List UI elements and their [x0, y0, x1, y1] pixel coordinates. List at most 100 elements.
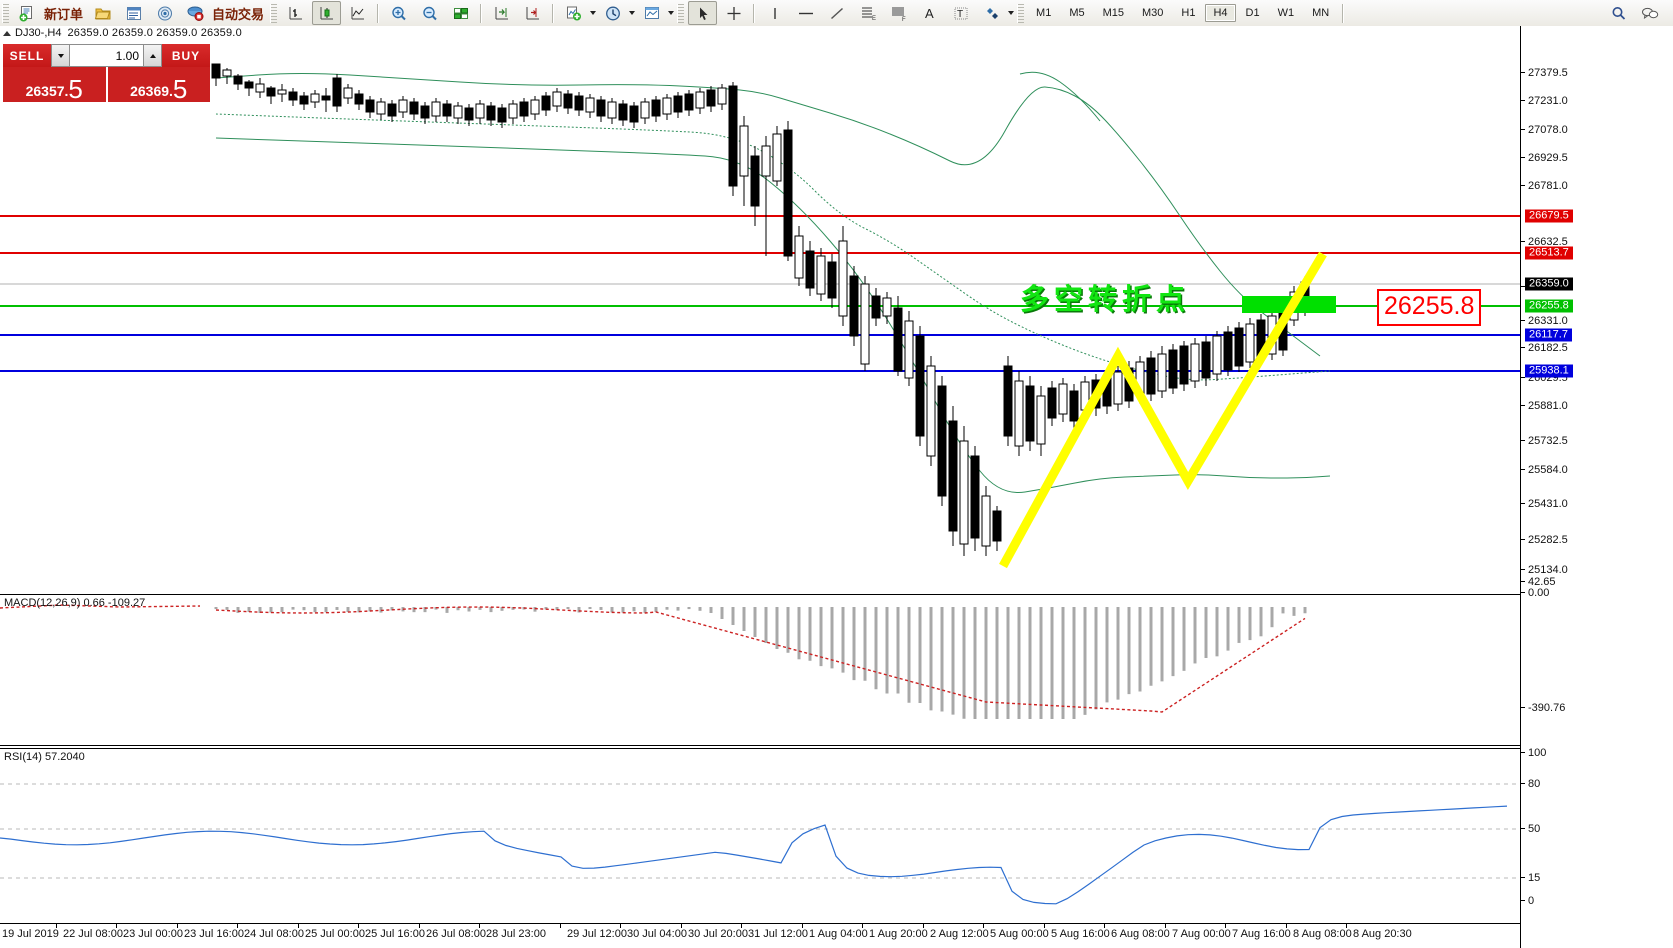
time-tick: 1 Aug 20:00 [862, 923, 928, 940]
tab-timeframe-m15[interactable]: M15 [1102, 7, 1124, 19]
buy-button[interactable]: BUY [162, 44, 210, 67]
one-click-trading-panel[interactable]: SELL 1.00 BUY 26357 . 5 26369 . 5 [3, 44, 210, 102]
price-tick: 26182.5 [1521, 342, 1568, 354]
macd-pane: MACD(12,26,9) 0.66 -109.27 [0, 594, 1521, 746]
price-level-badge[interactable]: 26359.0 [1525, 277, 1573, 291]
tile-windows-icon[interactable] [446, 1, 475, 25]
tab-timeframe-h1[interactable]: H1 [1181, 7, 1196, 19]
text-icon[interactable]: A [915, 1, 944, 25]
indicator-scale-tick: -390.76 [1521, 702, 1565, 714]
equidistant-channel-icon[interactable]: F [884, 1, 913, 25]
line-chart-icon[interactable] [343, 1, 372, 25]
autotrade-label[interactable]: 自动交易 [212, 6, 265, 22]
volume-stepper[interactable]: 1.00 [51, 44, 162, 67]
indicator-scale-tick: 42.65 [1521, 576, 1556, 588]
data-window-icon[interactable] [119, 1, 148, 25]
period-clock-icon[interactable] [598, 1, 627, 25]
tab-timeframe-w1[interactable]: W1 [1277, 7, 1295, 19]
trade-panel-top-row: SELL 1.00 BUY [3, 44, 210, 67]
time-tick: 25 Jul 16:00 [358, 923, 425, 940]
shapes-dropdown-caret[interactable] [1006, 3, 1015, 23]
time-tick: 23 Jul 00:00 [116, 923, 183, 940]
macd-series [0, 604, 1307, 719]
toolbar-separator-5 [1342, 3, 1345, 23]
indicator-scale-tick: 0.00 [1521, 587, 1549, 599]
toolbar-separator [377, 3, 380, 23]
shift-end-icon[interactable] [487, 1, 516, 25]
price-callout-box[interactable]: 26255.8 [1377, 289, 1482, 326]
folder-icon[interactable] [88, 1, 117, 25]
price-level-badge[interactable]: 26255.8 [1525, 299, 1573, 313]
auto-scroll-icon[interactable] [518, 1, 547, 25]
price-tick: 25881.0 [1521, 400, 1568, 412]
sell-button[interactable]: SELL [3, 44, 51, 67]
price-level-badge[interactable]: 26117.7 [1525, 328, 1572, 342]
rsi-series [0, 783, 1521, 905]
new-order-icon[interactable] [13, 1, 42, 25]
price-tick: 25134.0 [1521, 564, 1568, 576]
time-tick: 26 Jul 08:00 [419, 923, 486, 940]
zigzag-trendline[interactable] [999, 251, 1327, 569]
volume-input[interactable]: 1.00 [70, 44, 143, 67]
time-tick: 5 Aug 16:00 [1044, 923, 1110, 940]
tab-timeframe-d1[interactable]: D1 [1245, 7, 1260, 19]
chart-canvas[interactable]: DJ30-,H4 26359.0 26359.0 26359.0 26359.0… [0, 26, 1673, 948]
price-pane-drawing [0, 63, 1521, 905]
collapse-triangle-icon[interactable] [3, 30, 11, 36]
bar-chart-icon[interactable] [281, 1, 310, 25]
volume-increase-button[interactable] [143, 44, 162, 67]
price-level-badge[interactable]: 25938.1 [1525, 364, 1573, 378]
tab-timeframe-m1[interactable]: M1 [1036, 7, 1052, 19]
volume-decrease-button[interactable] [51, 44, 70, 67]
toolbar-separator-4 [753, 3, 756, 23]
tab-timeframe-m5[interactable]: M5 [1069, 7, 1085, 19]
search-icon[interactable] [1604, 1, 1633, 25]
price-scale[interactable]: 27379.5 27231.0 27078.0 26929.5 26781.0 26632… [1520, 26, 1673, 948]
text-label-icon[interactable]: T [946, 1, 975, 25]
svg-text:E: E [872, 16, 876, 22]
price-level-badge[interactable]: 26679.5 [1525, 209, 1573, 223]
vertical-line-icon[interactable] [760, 1, 789, 25]
chat-icon[interactable] [1635, 1, 1664, 25]
price-tick: 25584.0 [1521, 464, 1568, 476]
tab-timeframe-m30[interactable]: M30 [1142, 7, 1164, 19]
cursor-icon[interactable] [688, 1, 718, 25]
buy-price-integer: 26369 [130, 83, 170, 99]
price-level-badge[interactable]: 26513.7 [1525, 246, 1573, 260]
price-tick: 25282.5 [1521, 534, 1568, 546]
templates-icon[interactable] [637, 1, 666, 25]
shapes-icon[interactable] [977, 1, 1006, 25]
zoom-in-icon[interactable] [384, 1, 413, 25]
time-scale[interactable]: 19 Jul 2019 22 Jul 08:00 23 Jul 00:00 23 Ju… [0, 923, 1521, 948]
new-order-label[interactable]: 新订单 [44, 6, 84, 22]
turning-point-annotation[interactable]: 多空转折点 [1020, 282, 1191, 316]
tab-timeframe-h4[interactable]: H4 [1205, 4, 1236, 22]
toolbar-grip-4[interactable] [1017, 3, 1025, 23]
horizontal-line-icon[interactable] [791, 1, 820, 25]
fibonacci-icon[interactable]: E [853, 1, 882, 25]
tab-timeframe-mn[interactable]: MN [1312, 7, 1330, 19]
time-tick: 8 Aug 20:30 [1346, 923, 1412, 940]
indicators-icon[interactable] [559, 1, 588, 25]
toolbar-right-group [1603, 1, 1673, 25]
bollinger-band-line [215, 73, 1321, 357]
time-tick: 25 Jul 00:00 [298, 923, 365, 940]
buy-price[interactable]: 26369 . 5 [107, 67, 210, 102]
navigator-icon[interactable] [150, 1, 179, 25]
toolbar-grip-3[interactable] [677, 3, 685, 23]
crosshair-icon[interactable] [719, 1, 748, 25]
sell-price[interactable]: 26357 . 5 [3, 67, 108, 102]
period-dropdown-caret[interactable] [627, 3, 636, 23]
toolbar-grip-2[interactable] [270, 3, 278, 23]
autotrade-icon[interactable] [181, 1, 210, 25]
templates-dropdown-caret[interactable] [666, 3, 675, 23]
toolbar-grip[interactable] [2, 3, 9, 23]
candlestick-icon[interactable] [312, 1, 342, 25]
zoom-out-icon[interactable] [415, 1, 444, 25]
indicator-scale-tick: 0 [1521, 895, 1534, 907]
indicators-dropdown-caret[interactable] [588, 3, 597, 23]
trendline-icon[interactable] [822, 1, 851, 25]
price-tick: 27078.0 [1521, 124, 1568, 136]
sell-price-integer: 26357 [25, 83, 65, 99]
